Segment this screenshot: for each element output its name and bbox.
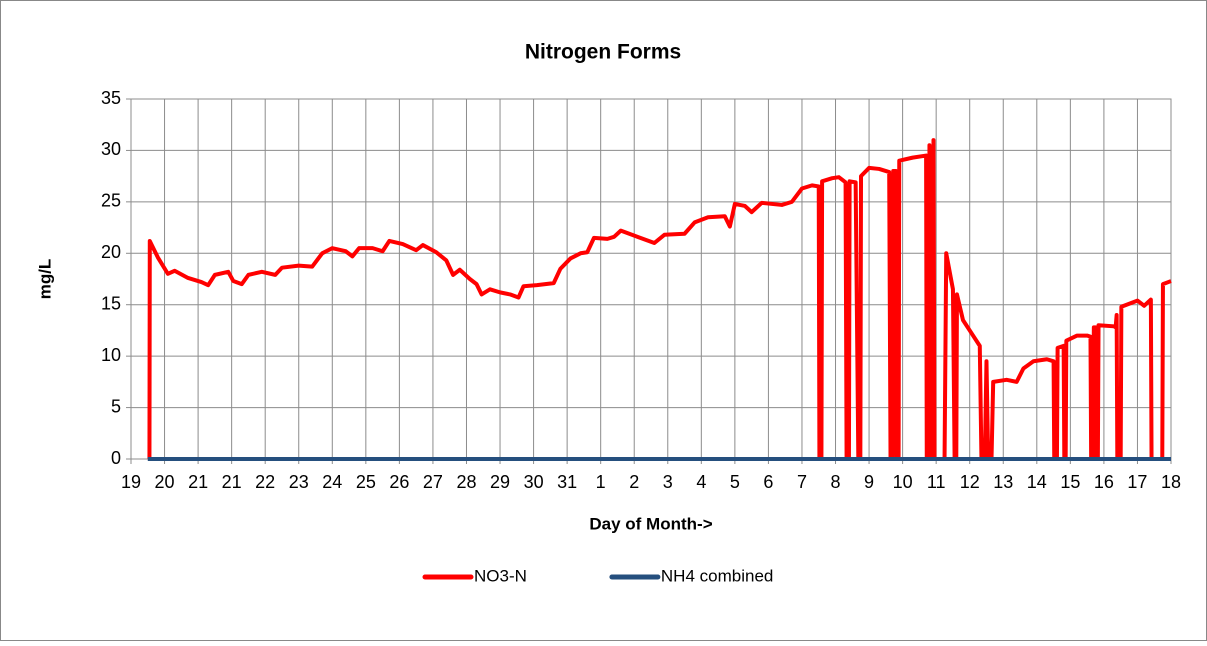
y-tick-label: 10 bbox=[101, 345, 121, 365]
x-tick-label: 30 bbox=[524, 472, 544, 492]
x-tick-label: 26 bbox=[389, 472, 409, 492]
x-tick-label: 14 bbox=[1027, 472, 1047, 492]
x-tick-label: 20 bbox=[155, 472, 175, 492]
x-tick-label: 9 bbox=[864, 472, 874, 492]
x-tick-label: 28 bbox=[456, 472, 476, 492]
x-tick-label: 4 bbox=[696, 472, 706, 492]
x-tick-label: 23 bbox=[289, 472, 309, 492]
y-tick-label: 35 bbox=[101, 88, 121, 108]
x-tick-label: 6 bbox=[763, 472, 773, 492]
x-tick-label: 21 bbox=[188, 472, 208, 492]
x-tick-label: 27 bbox=[423, 472, 443, 492]
y-tick-label: 5 bbox=[111, 396, 121, 416]
chart-title: Nitrogen Forms bbox=[525, 41, 681, 64]
x-tick-label: 16 bbox=[1094, 472, 1114, 492]
x-tick-label: 3 bbox=[663, 472, 673, 492]
y-tick-label: 15 bbox=[101, 293, 121, 313]
y-tick-label: 20 bbox=[101, 242, 121, 262]
x-tick-label: 7 bbox=[797, 472, 807, 492]
y-axis-title: mg/L bbox=[35, 259, 54, 300]
x-tick-label: 31 bbox=[557, 472, 577, 492]
y-tick-label: 25 bbox=[101, 191, 121, 211]
x-tick-label: 10 bbox=[893, 472, 913, 492]
x-axis-title: Day of Month-> bbox=[589, 514, 712, 533]
x-tick-label: 15 bbox=[1060, 472, 1080, 492]
x-tick-label: 8 bbox=[831, 472, 841, 492]
x-tick-label: 18 bbox=[1161, 472, 1181, 492]
x-tick-label: 24 bbox=[322, 472, 342, 492]
x-tick-label: 5 bbox=[730, 472, 740, 492]
x-tick-label: 22 bbox=[255, 472, 275, 492]
x-tick-label: 13 bbox=[993, 472, 1013, 492]
x-tick-label: 21 bbox=[222, 472, 242, 492]
x-tick-label: 19 bbox=[121, 472, 141, 492]
legend-label: NO3-N bbox=[474, 566, 527, 585]
x-tick-label: 25 bbox=[356, 472, 376, 492]
plot-area bbox=[130, 98, 1172, 460]
y-tick-label: 0 bbox=[111, 448, 121, 468]
legend-label: NH4 combined bbox=[661, 566, 773, 585]
x-tick-label: 2 bbox=[629, 472, 639, 492]
x-tick-label: 12 bbox=[960, 472, 980, 492]
y-tick-label: 30 bbox=[101, 139, 121, 159]
x-tick-label: 29 bbox=[490, 472, 510, 492]
x-tick-label: 11 bbox=[927, 472, 946, 492]
x-tick-label: 17 bbox=[1127, 472, 1147, 492]
x-tick-label: 1 bbox=[596, 472, 606, 492]
